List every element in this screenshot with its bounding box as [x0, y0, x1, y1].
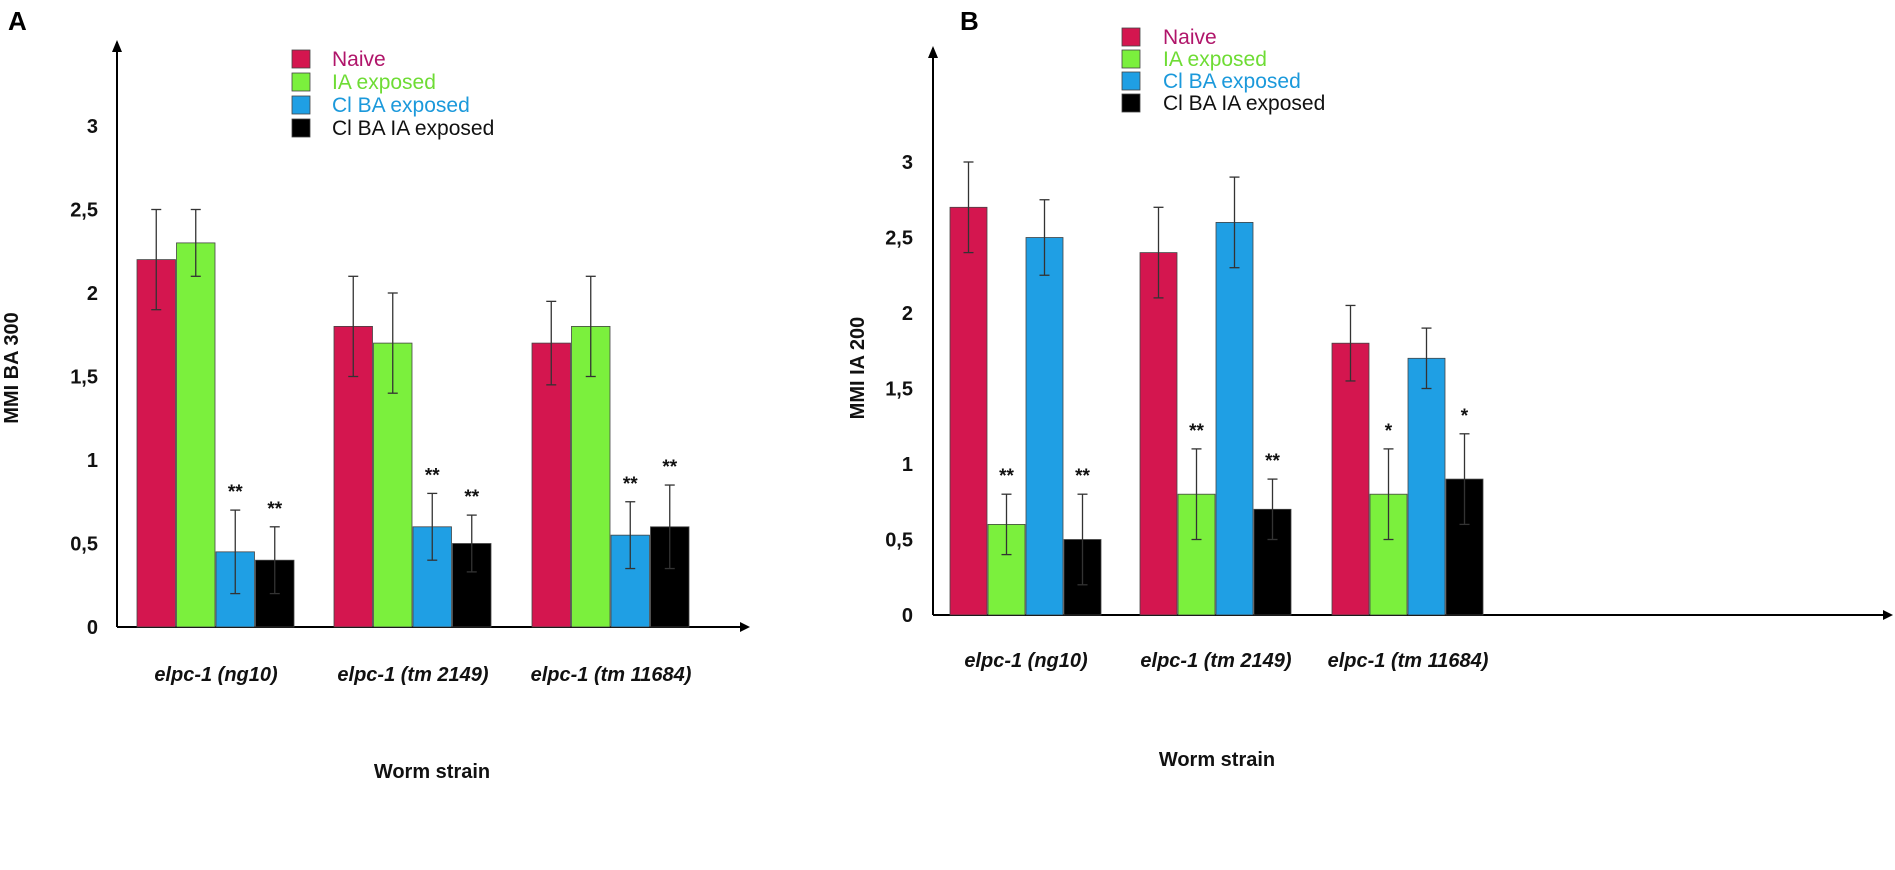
panel-b-legend-swatch: [1121, 71, 1141, 91]
panel-b-legend-swatch: [1121, 93, 1141, 113]
panel-b-bar: [1215, 221, 1254, 616]
panel-a-bar: [136, 259, 176, 628]
panel-b-y-tick-label: 1,5: [885, 379, 913, 401]
panel-a-legend-swatch: [291, 72, 311, 92]
panel-b-y-tick-label: 2: [902, 303, 913, 325]
panel-a-significance-mark: **: [623, 474, 638, 495]
panel-b-significance-mark: **: [1265, 451, 1280, 472]
panel-a-significance-mark: **: [425, 465, 440, 486]
panel-b-y-tick-label: 0,5: [885, 530, 913, 552]
panel-b-y-tick-label: 3: [902, 152, 913, 174]
panel-a-category-label: elpc-1 (ng10): [154, 664, 278, 686]
panel-b-category-label: elpc-1 (ng10): [964, 650, 1088, 672]
panel-a-legend-label: IA exposed: [332, 71, 436, 94]
panel-a-significance-mark: **: [267, 499, 282, 520]
panel-a-x-axis-arrowhead: [740, 622, 750, 632]
panel-b-bar: [1139, 252, 1178, 616]
panel-b-bar: [1407, 357, 1446, 616]
panel-label-a: A: [8, 6, 27, 36]
panel-b-y-axis-arrowhead: [928, 46, 938, 58]
panel-b-bar: [949, 206, 988, 616]
panel-a-y-tick-label: 0: [87, 617, 98, 639]
panel-b-legend-label: IA exposed: [1163, 48, 1267, 71]
panel-a-category-label: elpc-1 (tm 11684): [531, 664, 692, 686]
panel-a-y-tick-label: 2,5: [70, 200, 98, 222]
panel-a-y-tick-label: 2: [87, 283, 98, 305]
panel-b-legend-label: Cl BA IA exposed: [1163, 92, 1325, 115]
panel-a-y-axis-title: MMI BA 300: [1, 312, 23, 424]
panel-a-significance-mark: **: [662, 457, 677, 478]
panel-a-legend-swatch: [291, 118, 311, 138]
panel-a-y-tick-label: 0,5: [70, 534, 98, 556]
panel-b-category-label: elpc-1 (tm 11684): [1328, 650, 1489, 672]
panel-b-legend-swatch: [1121, 27, 1141, 47]
panel-b-bar: [1025, 237, 1064, 616]
panel-b-legend-swatch: [1121, 49, 1141, 69]
panel-a-legend-swatch: [291, 95, 311, 115]
panel-b-significance-mark: **: [999, 466, 1014, 487]
panel-b-significance-mark: **: [1075, 466, 1090, 487]
panel-b-significance-mark: *: [1385, 421, 1393, 442]
panel-b-bar: [1331, 342, 1370, 616]
panel-b-y-tick-label: 2,5: [885, 228, 913, 250]
panel-a-y-axis-arrowhead: [112, 40, 122, 52]
panel-a-legend-swatch: [291, 49, 311, 69]
panel-b-y-tick-label: 1: [902, 454, 913, 476]
panel-b-legend-label: Cl BA exposed: [1163, 70, 1301, 93]
panel-a-y-tick-label: 1,5: [70, 367, 98, 389]
panel-b-x-axis-arrowhead: [1883, 610, 1893, 620]
panel-a-legend-label: Cl BA exposed: [332, 94, 470, 117]
panel-a-significance-mark: **: [464, 487, 479, 508]
panel-b-y-axis-title: MMI IA 200: [847, 317, 869, 420]
panel-b-x-axis-title: Worm strain: [1159, 749, 1275, 771]
panel-b-y-tick-label: 0: [902, 605, 913, 627]
panel-label-b: B: [960, 6, 979, 36]
panel-a-significance-mark: **: [228, 482, 243, 503]
panel-b-significance-mark: *: [1461, 406, 1469, 427]
panel-a-bar: [176, 242, 216, 628]
panel-b-category-label: elpc-1 (tm 2149): [1140, 650, 1292, 672]
panel-a-legend-label: Cl BA IA exposed: [332, 117, 494, 140]
panel-b-significance-mark: **: [1189, 421, 1204, 442]
panel-a-x-axis-title: Worm strain: [374, 761, 490, 783]
panel-a-legend-label: Naive: [332, 48, 386, 71]
panel-a-bar: [531, 342, 571, 628]
panel-a-category-label: elpc-1 (tm 2149): [337, 664, 489, 686]
panel-b-legend-label: Naive: [1163, 26, 1217, 49]
panel-a-y-tick-label: 3: [87, 116, 98, 138]
panel-a-y-tick-label: 1: [87, 450, 98, 472]
